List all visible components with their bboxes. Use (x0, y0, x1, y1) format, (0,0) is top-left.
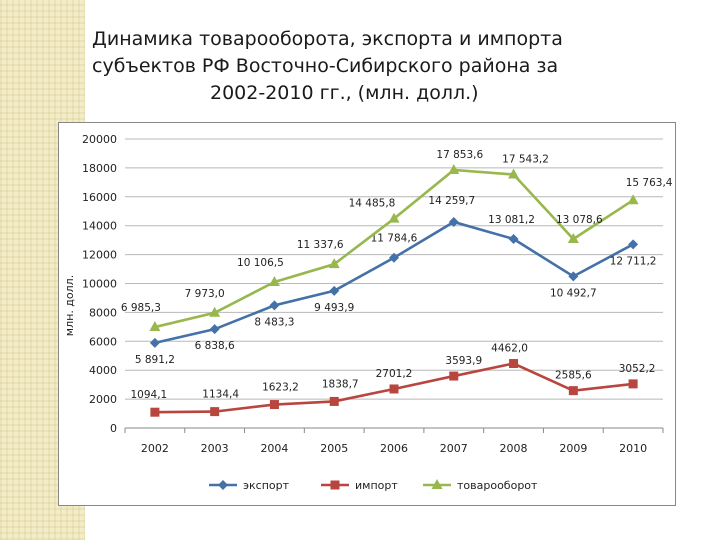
series-import-point (628, 379, 638, 389)
x-tick-label: 2008 (500, 442, 528, 455)
title-line-1: Динамика товарооборота, экспорта и импор… (92, 28, 563, 50)
legend-entry: импорт (355, 479, 398, 492)
series-turnover-point (627, 194, 639, 205)
series-export-data-label: 9 493,9 (314, 302, 354, 314)
series-export-point (568, 271, 579, 282)
series-turnover-point (328, 258, 340, 269)
x-tick-label: 2007 (440, 442, 468, 455)
series-import-data-label: 3052,2 (619, 363, 656, 375)
y-tick-label: 20000 (82, 133, 117, 146)
series-import-point (269, 400, 279, 410)
series-export-data-label: 8 483,3 (254, 316, 294, 328)
y-tick-label: 16000 (82, 191, 117, 204)
y-tick-label: 4000 (89, 364, 117, 377)
series-import-data-label: 4462,0 (491, 343, 528, 355)
legend-entry: товарооборот (457, 479, 538, 492)
series-import-data-label: 1094,1 (131, 389, 168, 401)
series-export-point (389, 252, 399, 263)
series-import-point (210, 407, 220, 417)
x-tick-label: 2009 (559, 442, 587, 455)
series-export-point (508, 233, 519, 244)
series-turnover-data-label: 15 763,4 (626, 177, 673, 189)
y-tick-label: 0 (110, 422, 117, 435)
series-import-point (568, 386, 578, 396)
series-turnover-data-label: 17 543,2 (502, 154, 549, 166)
series-turnover-data-label: 17 853,6 (436, 149, 483, 161)
series-turnover-point (209, 306, 221, 317)
legend-marker (330, 480, 340, 490)
y-tick-label: 18000 (82, 162, 117, 175)
x-tick-label: 2005 (320, 442, 348, 455)
series-export-point (628, 239, 639, 250)
series-export-data-label: 14 259,7 (428, 195, 475, 207)
series-turnover-data-label: 10 106,5 (237, 257, 284, 269)
series-import-point (150, 407, 160, 417)
series-export-point (209, 324, 220, 335)
legend-entry: экспорт (243, 479, 290, 492)
x-tick-label: 2006 (380, 442, 408, 455)
series-turnover-point (388, 212, 400, 223)
chart-area: 0 2000 4000 6000 8000 10000 12000 14000 16000 180… (58, 122, 676, 506)
series-export-point (269, 300, 280, 311)
series-turnover-data-label: 6 985,3 (121, 302, 161, 314)
x-tick-label: 2003 (201, 442, 229, 455)
series-import-data-label: 1134,4 (202, 389, 239, 401)
legend-marker (431, 479, 443, 489)
series-export-point (329, 285, 340, 296)
x-tick-label: 2002 (141, 442, 169, 455)
x-tick-label: 2004 (260, 442, 288, 455)
series-turnover-data-label: 7 973,0 (185, 288, 225, 300)
series-export-data-label: 10 492,7 (550, 287, 597, 299)
series-turnover-data-label: 11 337,6 (297, 239, 344, 251)
title-line-2: субъектов РФ Восточно-Сибирского района … (92, 55, 559, 77)
series-import-data-label: 2585,6 (555, 370, 592, 382)
series-turnover-point (268, 275, 280, 286)
title-line-3: 2002-2010 гг., (млн. долл.) (210, 82, 479, 104)
series-import-data-label: 1623,2 (262, 382, 299, 394)
series-import-data-label: 1838,7 (322, 378, 359, 390)
line-chart: 0 2000 4000 6000 8000 10000 12000 14000 16000 180… (63, 133, 673, 492)
y-axis-label: млн. долл. (63, 275, 76, 336)
legend-marker (218, 480, 228, 490)
y-tick-label: 14000 (82, 220, 117, 233)
series-export-data-label: 11 784,6 (371, 233, 418, 245)
chart-title: Динамика товарооборота, экспорта и импор… (92, 26, 652, 107)
series-turnover-data-label: 14 485,8 (349, 198, 396, 210)
y-tick-label: 2000 (89, 393, 117, 406)
series-import-data-label: 2701,2 (376, 368, 413, 380)
series-import-point (509, 359, 519, 369)
series-export-point (149, 337, 160, 348)
x-tick-label: 2010 (619, 442, 647, 455)
series-turnover-point (448, 164, 460, 175)
series-import-point (389, 384, 399, 394)
series-import-data-label: 3593,9 (445, 355, 482, 367)
series-export-data-label: 12 711,2 (610, 255, 657, 267)
series-export-data-label: 6 838,6 (195, 340, 235, 352)
series-turnover-point (567, 233, 579, 244)
series-turnover-point (508, 168, 520, 179)
series-import-point (449, 371, 459, 381)
series-turnover-point (149, 321, 161, 332)
y-tick-label: 8000 (89, 306, 117, 319)
series-export-data-label: 13 081,2 (488, 214, 535, 226)
y-tick-label: 10000 (82, 278, 117, 291)
y-tick-label: 6000 (89, 335, 117, 348)
series-export-point (448, 216, 459, 227)
series-import-point (329, 396, 339, 406)
series-export-data-label: 5 891,2 (135, 354, 175, 366)
series-turnover-line (154, 168, 634, 329)
y-tick-label: 12000 (82, 249, 117, 262)
series-turnover-data-label: 13 078,6 (556, 214, 603, 226)
